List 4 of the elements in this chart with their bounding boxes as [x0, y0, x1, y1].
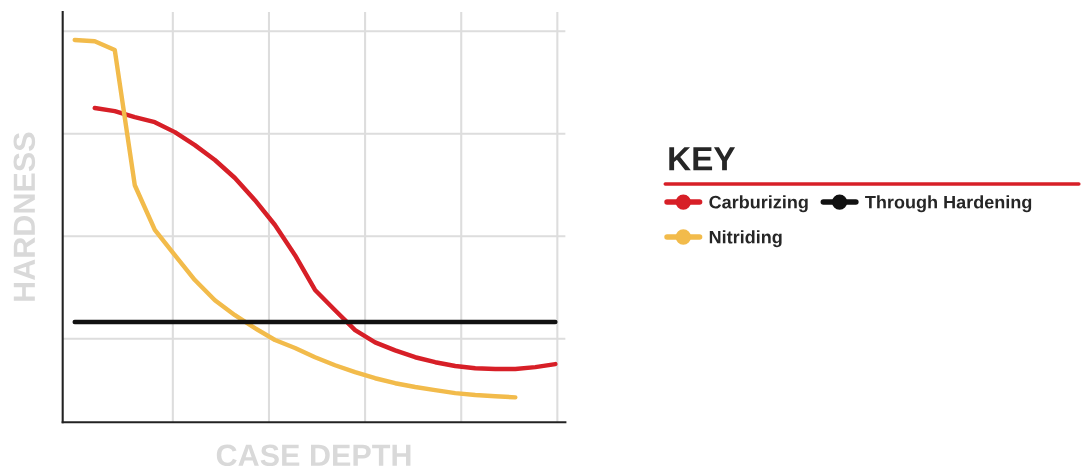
legend-label: Carburizing: [709, 195, 808, 213]
legend-label: Nitriding: [709, 230, 782, 248]
legend-title: KEY: [669, 147, 736, 171]
legend-label: Through Hardening: [865, 195, 1032, 213]
